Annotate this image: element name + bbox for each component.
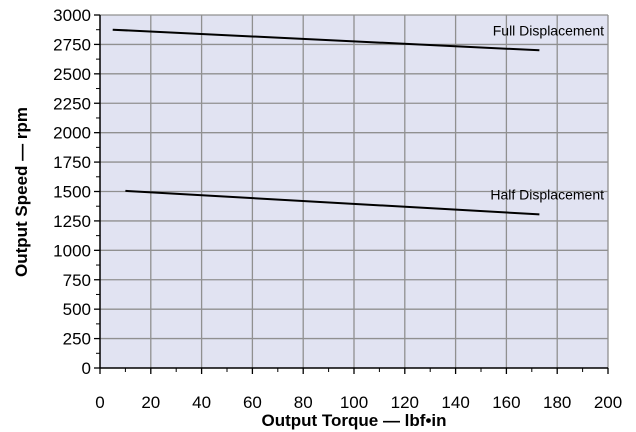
y-tick-label: 250 [63, 330, 91, 349]
y-tick-label: 1000 [53, 241, 91, 260]
x-tick-label: 100 [340, 393, 368, 412]
series-lines: Full Displacement Half Displacement [112, 22, 604, 216]
y-tick-label: 1750 [53, 153, 91, 172]
y-tick-label: 1250 [53, 212, 91, 231]
series-label: Full Displacement [493, 22, 604, 38]
y-tick-label: 2750 [53, 35, 91, 54]
y-tick-label: 750 [63, 271, 91, 290]
x-tick-labels: 0 20 40 60 80 100 120 140 160 180 200 [95, 393, 622, 412]
x-tick-label: 60 [243, 393, 262, 412]
y-tick-label: 2500 [53, 65, 91, 84]
y-tick-label: 2000 [53, 124, 91, 143]
x-tick-label: 0 [95, 393, 104, 412]
x-axis-title: Output Torque — lbf•in [261, 411, 446, 430]
y-tick-label: 2250 [53, 94, 91, 113]
axes [94, 14, 609, 374]
x-tick-label: 160 [492, 393, 520, 412]
x-tick-label: 20 [141, 393, 160, 412]
grid [100, 14, 609, 368]
x-tick-label: 80 [294, 393, 313, 412]
series-label: Half Displacement [490, 186, 604, 202]
series-line-half-displacement [125, 189, 540, 216]
x-tick-label: 40 [192, 393, 211, 412]
x-tick-label: 120 [391, 393, 419, 412]
y-tick-label: 500 [63, 300, 91, 319]
y-tick-label: 0 [82, 359, 91, 378]
y-tick-label: 3000 [53, 6, 91, 25]
series-line-full-displacement [112, 28, 540, 52]
x-tick-label: 200 [594, 393, 622, 412]
y-tick-labels: 0 250 500 750 1000 1250 1500 1750 2000 2250 2500 27… [53, 6, 91, 378]
y-axis-title: Output Speed — rpm [12, 107, 31, 277]
y-tick-label: 1500 [53, 183, 91, 202]
x-tick-label: 180 [543, 393, 571, 412]
x-tick-label: 140 [441, 393, 469, 412]
